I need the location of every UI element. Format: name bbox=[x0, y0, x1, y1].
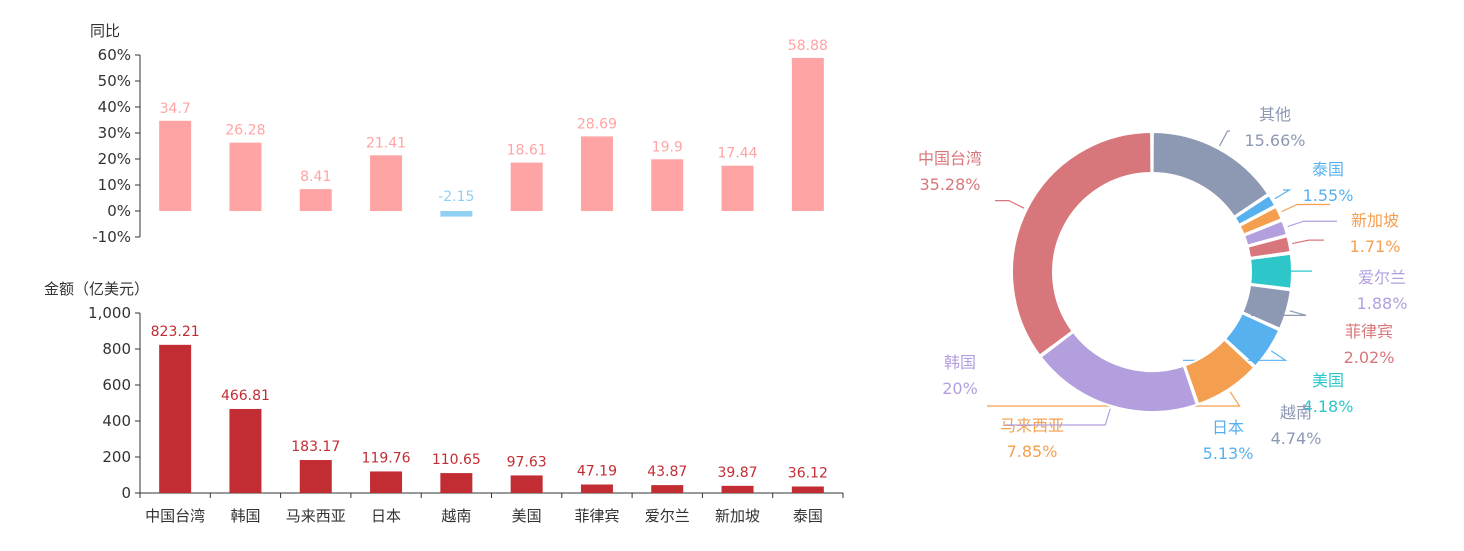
yoy-data-label: 17.44 bbox=[718, 146, 758, 162]
amount-bar bbox=[511, 475, 543, 493]
amount-y-tick-label: 800 bbox=[102, 340, 131, 358]
x-category-label: 马来西亚 bbox=[286, 507, 346, 525]
amount-bar bbox=[651, 485, 683, 493]
yoy-bar bbox=[651, 159, 683, 211]
yoy-y-tick-label: 20% bbox=[98, 150, 131, 168]
yoy-data-label: 28.69 bbox=[577, 116, 617, 132]
yoy-data-label: -2.15 bbox=[438, 189, 474, 205]
yoy-bar bbox=[370, 155, 402, 211]
yoy-bar bbox=[792, 58, 824, 211]
donut-slice-percent: 7.85% bbox=[1007, 442, 1058, 461]
amount-axis-title: 金额（亿美元） bbox=[44, 280, 149, 298]
amount-data-label: 110.65 bbox=[432, 452, 481, 468]
amount-bar bbox=[581, 485, 613, 493]
donut-slice-percent: 5.13% bbox=[1203, 444, 1254, 463]
yoy-y-tick-label: 50% bbox=[98, 72, 131, 90]
amount-y-tick-label: 400 bbox=[102, 412, 131, 430]
amount-data-label: 97.63 bbox=[507, 454, 547, 470]
donut-slice-name: 菲律宾 bbox=[1345, 322, 1393, 341]
amount-y-tick-label: 600 bbox=[102, 376, 131, 394]
donut-slice-name: 泰国 bbox=[1312, 160, 1344, 179]
donut-slice-percent: 1.88% bbox=[1357, 294, 1408, 313]
amount-data-label: 119.76 bbox=[362, 450, 411, 466]
donut-leader-line bbox=[1275, 190, 1290, 199]
donut-slice-percent: 15.66% bbox=[1244, 131, 1305, 150]
yoy-axis-title: 同比 bbox=[90, 22, 120, 40]
yoy-y-tick-label: 10% bbox=[98, 176, 131, 194]
yoy-data-label: 34.7 bbox=[160, 101, 191, 117]
amount-y-tick-label: 1,000 bbox=[88, 304, 131, 322]
x-category-label: 泰国 bbox=[793, 507, 823, 525]
donut-slice-percent: 35.28% bbox=[919, 175, 980, 194]
amount-data-label: 47.19 bbox=[577, 464, 617, 480]
donut-slice-percent: 4.74% bbox=[1271, 429, 1322, 448]
yoy-y-tick-label: 0% bbox=[107, 202, 131, 220]
yoy-bar bbox=[300, 189, 332, 211]
amount-bar bbox=[370, 471, 402, 493]
x-category-label: 韩国 bbox=[230, 507, 260, 525]
donut-slice-name: 其他 bbox=[1259, 105, 1291, 124]
x-category-label: 美国 bbox=[512, 507, 542, 525]
yoy-y-tick-label: 60% bbox=[98, 46, 131, 64]
donut-slice-percent: 1.71% bbox=[1350, 237, 1401, 256]
amount-bar bbox=[229, 409, 261, 493]
yoy-bar bbox=[440, 211, 472, 217]
yoy-bar bbox=[722, 166, 754, 211]
donut-slice-name: 韩国 bbox=[944, 353, 976, 372]
x-category-label: 爱尔兰 bbox=[645, 507, 690, 525]
donut-slice-name: 爱尔兰 bbox=[1358, 268, 1406, 287]
x-category-label: 中国台湾 bbox=[145, 507, 205, 525]
amount-y-tick-label: 0 bbox=[121, 484, 131, 502]
donut-slice bbox=[1012, 132, 1151, 356]
amount-data-label: 43.87 bbox=[647, 464, 687, 480]
amount-data-label: 183.17 bbox=[291, 439, 340, 455]
donut-leader-line bbox=[1282, 204, 1330, 211]
yoy-bar bbox=[159, 121, 191, 211]
yoy-data-label: 58.88 bbox=[788, 38, 828, 54]
donut-slice-name: 新加坡 bbox=[1351, 211, 1399, 230]
donut-leader-line bbox=[1220, 131, 1230, 146]
donut-slice-name: 美国 bbox=[1312, 371, 1344, 390]
x-category-label: 日本 bbox=[371, 507, 401, 525]
donut-slice-percent: 2.02% bbox=[1344, 348, 1395, 367]
x-category-label: 越南 bbox=[441, 507, 471, 525]
amount-data-label: 466.81 bbox=[221, 388, 270, 404]
donut-slice bbox=[1041, 332, 1197, 412]
amount-data-label: 36.12 bbox=[788, 465, 828, 481]
donut-slice-name: 越南 bbox=[1280, 403, 1312, 422]
yoy-data-label: 26.28 bbox=[225, 123, 265, 139]
yoy-bar bbox=[229, 143, 261, 211]
donut-slice-percent: 1.55% bbox=[1303, 186, 1354, 205]
amount-bar bbox=[440, 473, 472, 493]
amount-data-label: 823.21 bbox=[151, 324, 200, 340]
yoy-y-tick-label: 40% bbox=[98, 98, 131, 116]
yoy-data-label: 18.61 bbox=[507, 143, 547, 159]
amount-bar bbox=[300, 460, 332, 493]
amount-data-label: 39.87 bbox=[718, 465, 758, 481]
yoy-y-tick-label: -10% bbox=[92, 228, 131, 246]
amount-bar bbox=[159, 345, 191, 493]
yoy-data-label: 8.41 bbox=[300, 169, 331, 185]
yoy-bar bbox=[581, 136, 613, 211]
amount-y-tick-label: 200 bbox=[102, 448, 131, 466]
donut-leader-line bbox=[1292, 240, 1324, 243]
amount-bar bbox=[722, 486, 754, 493]
yoy-bar bbox=[511, 163, 543, 211]
donut-leader-line bbox=[995, 201, 1024, 209]
amount-bar bbox=[792, 486, 824, 493]
x-category-label: 菲律宾 bbox=[574, 507, 619, 525]
donut-slice-name: 日本 bbox=[1212, 418, 1244, 437]
donut-slice-name: 中国台湾 bbox=[918, 149, 982, 168]
x-category-label: 新加坡 bbox=[715, 507, 760, 525]
yoy-data-label: 21.41 bbox=[366, 135, 406, 151]
donut-leader-line bbox=[1288, 221, 1337, 226]
yoy-data-label: 19.9 bbox=[652, 139, 683, 155]
yoy-y-tick-label: 30% bbox=[98, 124, 131, 142]
donut-slice-percent: 20% bbox=[942, 379, 978, 398]
